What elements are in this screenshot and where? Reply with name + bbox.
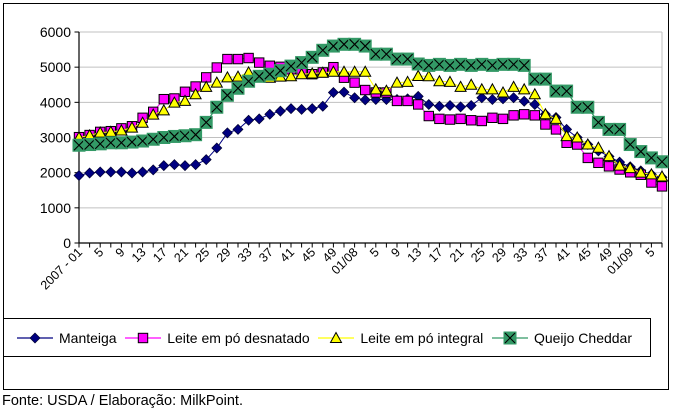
- svg-text:2007 - 01: 2007 - 01: [38, 245, 85, 292]
- svg-text:33: 33: [235, 245, 255, 265]
- svg-text:25: 25: [193, 245, 213, 265]
- svg-text:9: 9: [388, 245, 403, 260]
- svg-text:5: 5: [643, 245, 658, 260]
- svg-text:13: 13: [129, 245, 149, 265]
- cheddar-x-marker-icon: [491, 330, 529, 346]
- svg-text:41: 41: [553, 245, 573, 265]
- svg-text:33: 33: [511, 245, 531, 265]
- svg-text:17: 17: [150, 245, 170, 265]
- svg-text:21: 21: [447, 245, 467, 265]
- legend-item-label: Queijo Cheddar: [533, 329, 632, 346]
- svg-text:29: 29: [489, 245, 509, 265]
- legend-item-manteiga: Manteiga: [16, 330, 117, 346]
- svg-text:37: 37: [256, 245, 276, 265]
- svg-text:2000: 2000: [40, 165, 71, 181]
- legend-item-leite-em-po-integral: Leite em pó integral: [317, 330, 483, 346]
- svg-text:25: 25: [468, 245, 488, 265]
- svg-text:37: 37: [532, 245, 552, 265]
- svg-text:5: 5: [92, 245, 107, 260]
- svg-text:0: 0: [63, 235, 71, 251]
- manteiga-diamond-marker-icon: [16, 330, 54, 346]
- svg-text:29: 29: [214, 245, 234, 265]
- svg-text:21: 21: [171, 245, 191, 265]
- svg-text:41: 41: [277, 245, 297, 265]
- svg-text:1000: 1000: [40, 200, 71, 216]
- svg-text:45: 45: [299, 245, 319, 265]
- legend-item-label: Leite em pó integral: [360, 329, 484, 346]
- svg-text:13: 13: [405, 245, 425, 265]
- svg-text:4000: 4000: [40, 94, 71, 110]
- integral-triangle-marker-icon: [317, 330, 355, 346]
- svg-text:17: 17: [426, 245, 446, 265]
- legend-item-queijo-cheddar: Queijo Cheddar: [491, 330, 632, 346]
- source-caption: Fonte: USDA / Elaboração: MilkPoint.: [2, 393, 243, 409]
- legend-item-label: Manteiga: [59, 329, 117, 346]
- legend-item-label: Leite em pó desnatado: [167, 329, 310, 346]
- svg-text:9: 9: [113, 245, 128, 260]
- svg-text:45: 45: [574, 245, 594, 265]
- svg-text:5: 5: [367, 245, 382, 260]
- svg-text:3000: 3000: [40, 130, 71, 146]
- svg-text:5000: 5000: [40, 59, 71, 75]
- svg-text:6000: 6000: [40, 24, 71, 40]
- chart-legend: Manteiga Leite em pó desnatado Leite em …: [3, 318, 651, 357]
- legend-item-leite-em-po-desnatado: Leite em pó desnatado: [124, 329, 310, 346]
- desnatado-square-marker-icon: [124, 330, 162, 346]
